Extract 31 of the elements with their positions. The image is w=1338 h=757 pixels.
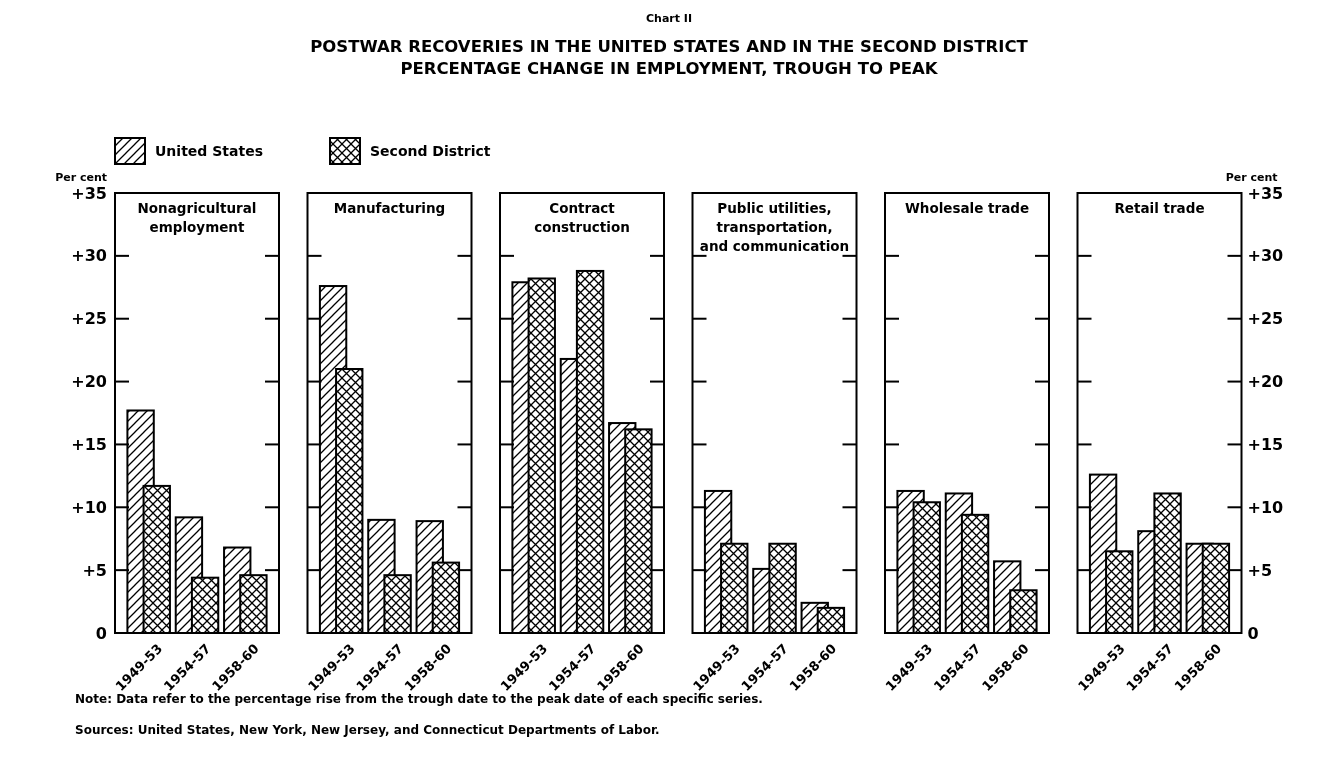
y-tick-label: +20 <box>71 372 107 392</box>
y-tick-label: +30 <box>71 246 107 266</box>
legend-label: Second District <box>370 142 491 159</box>
y-tick-label: 0 <box>95 623 107 643</box>
text: PERCENTAGE CHANGE IN EMPLOYMENT, TROUGH TO PEAK <box>400 59 939 78</box>
text: Chart II <box>645 12 693 25</box>
y2-tick-label: 0 <box>1247 623 1259 643</box>
text: Retail trade <box>1114 200 1205 216</box>
y-tick-label: +5 <box>82 560 107 580</box>
y2-tick-label: +10 <box>1247 497 1284 517</box>
y2-tick-label: +5 <box>1247 560 1273 580</box>
y-tick-label: +25 <box>71 309 107 329</box>
text: Note: Data refer to the percentage rise from the trough date to the peak date of each specific series. <box>75 692 763 706</box>
y2-axis-title: Per cent <box>1225 171 1278 184</box>
y-tick-label: +10 <box>71 497 107 517</box>
text: Wholesale trade <box>904 200 1030 216</box>
source-note: Sources: United States, New York, New Jersey, and Connecticut Departments of Labor. <box>75 723 660 737</box>
text: Public utilities, transportation, and communication <box>699 200 850 254</box>
y2-tick-label: +30 <box>1247 246 1284 266</box>
y-axis-title: Per cent <box>55 171 107 184</box>
y2-tick-label: +20 <box>1247 372 1284 392</box>
text: Contract construction <box>534 200 630 235</box>
y2-tick-label: +15 <box>1247 435 1284 455</box>
text: Nonagricultural employment <box>137 200 257 235</box>
text: POSTWAR RECOVERIES IN THE UNITED STATES AND IN THE SECOND DISTRICT <box>310 37 1029 56</box>
text: Manufacturing <box>333 200 446 216</box>
legend-label: United States <box>155 142 263 159</box>
y-tick-label: +35 <box>71 183 107 203</box>
y2-tick-label: +35 <box>1247 183 1284 203</box>
y-tick-label: +15 <box>71 435 107 455</box>
y2-tick-label: +25 <box>1247 309 1284 329</box>
